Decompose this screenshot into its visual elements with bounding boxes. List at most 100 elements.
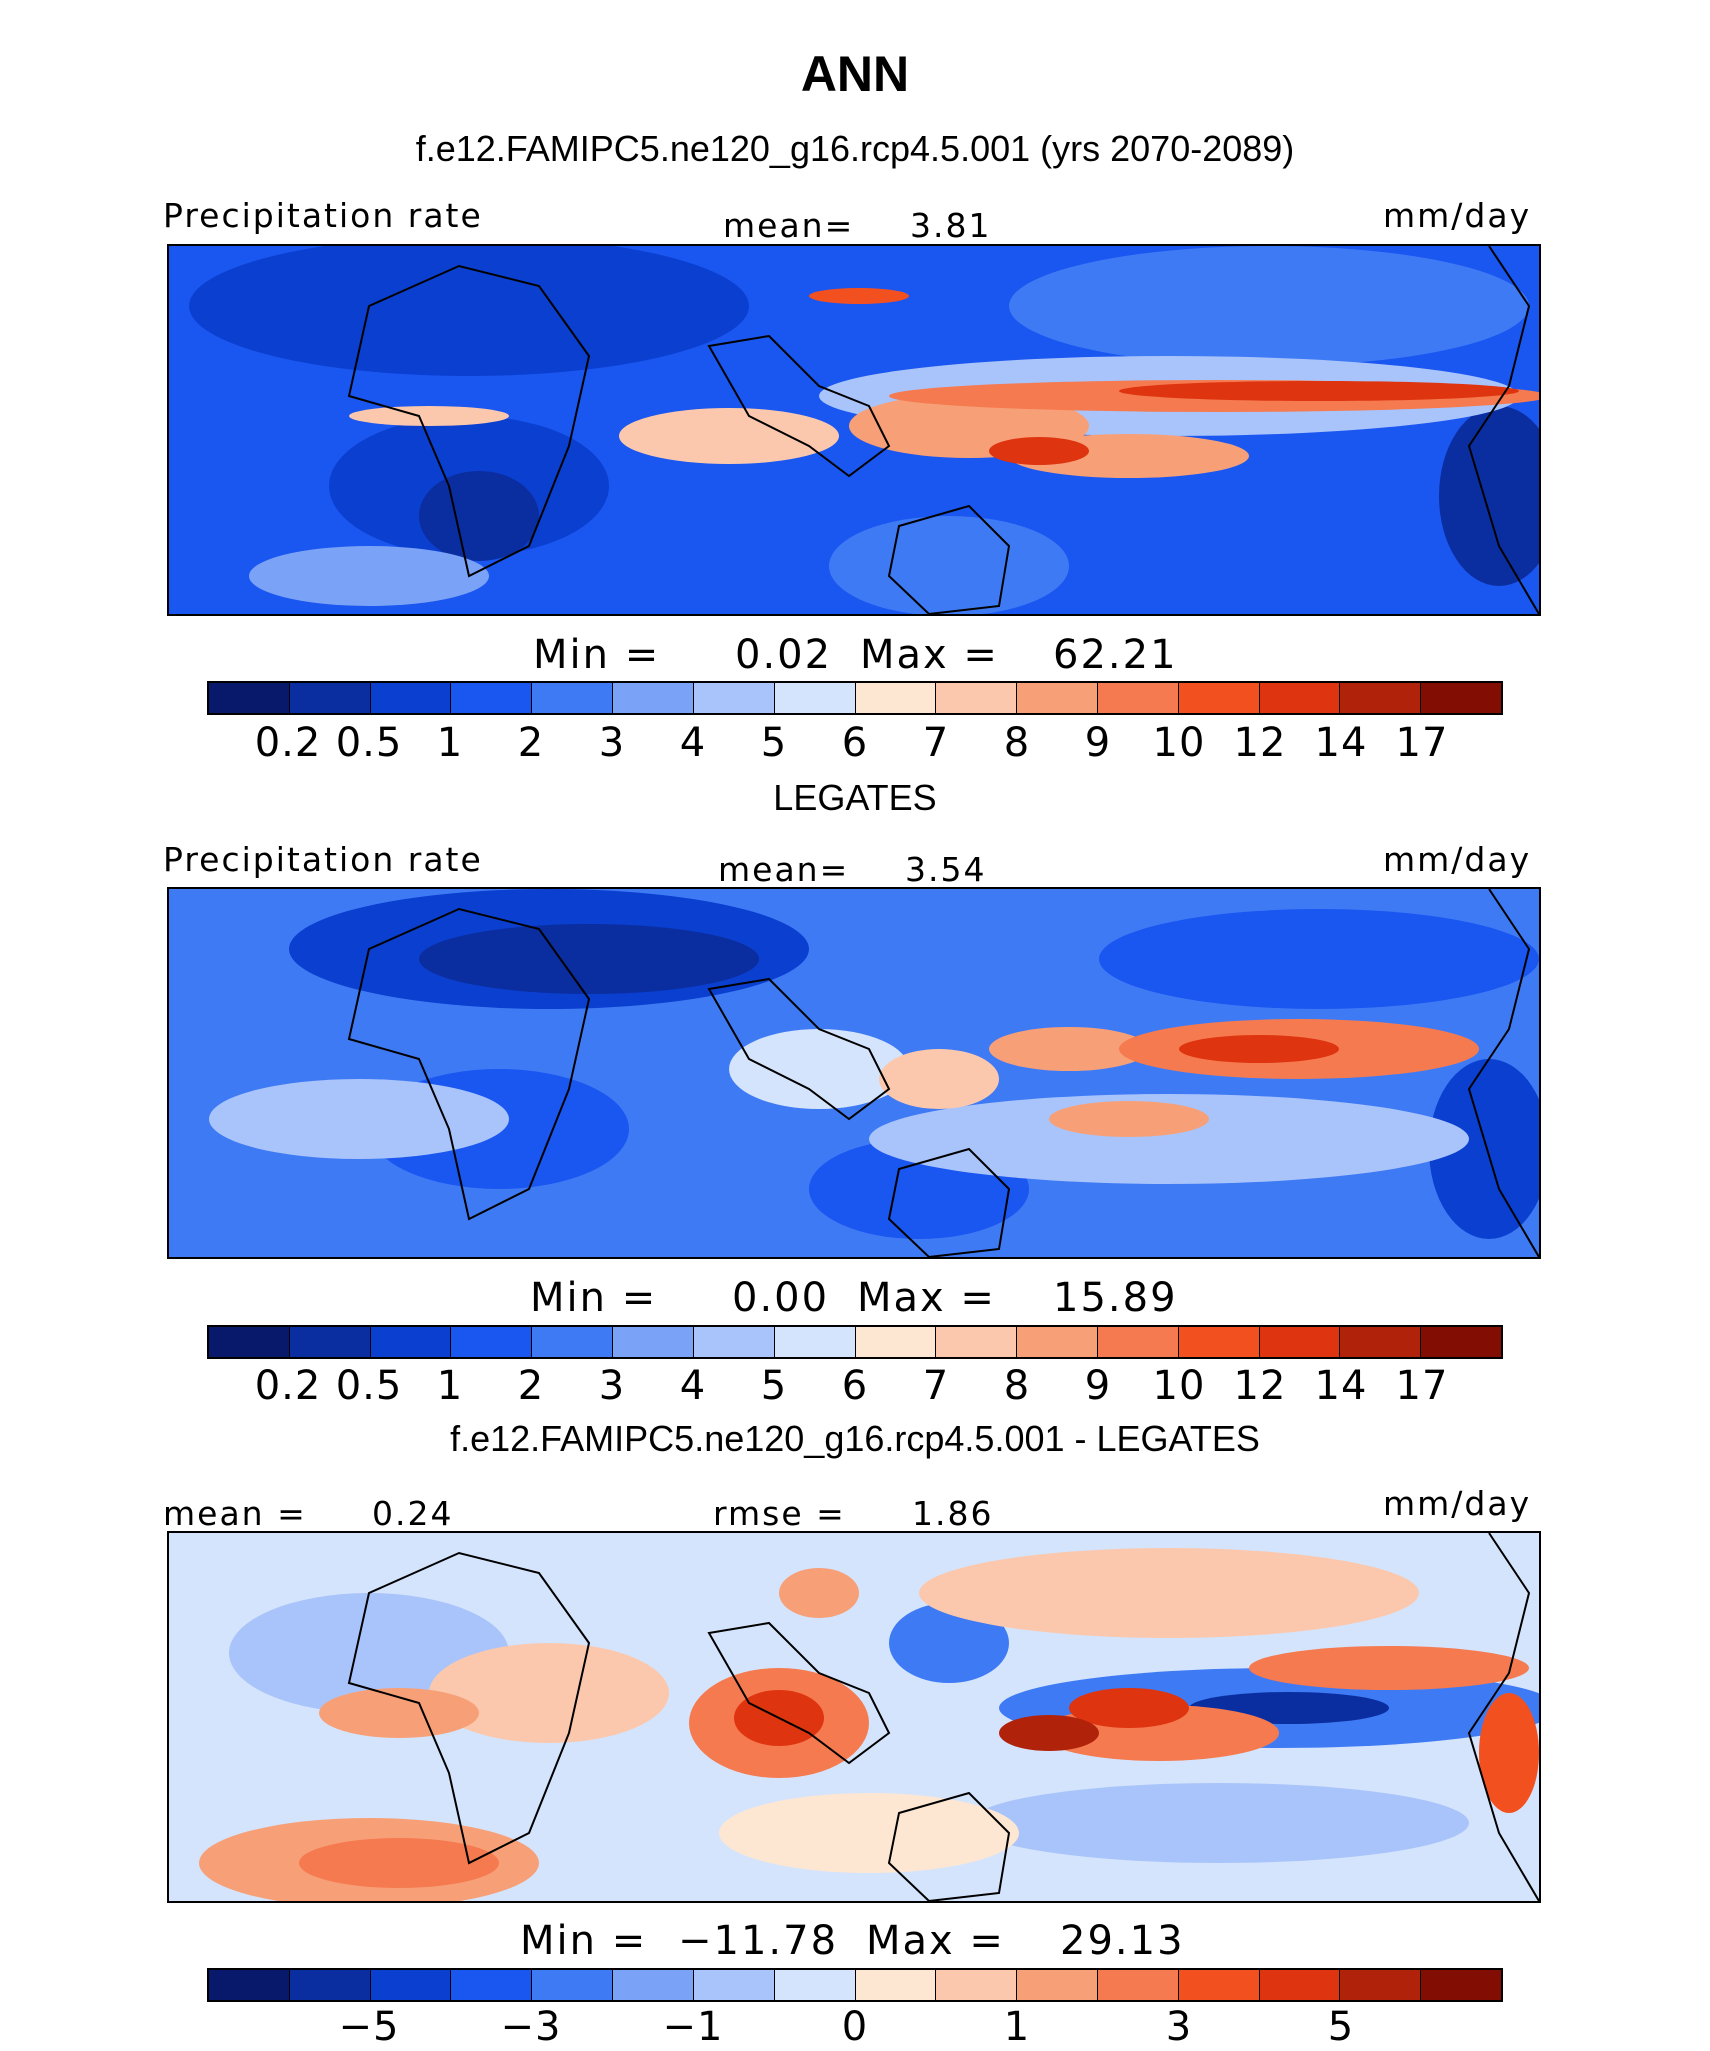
colorbar-tick-label: 5 (760, 720, 788, 766)
colorbar-cell (1259, 683, 1341, 713)
panel1-map-svg (169, 246, 1539, 614)
colorbar-cell (1017, 1970, 1098, 2000)
colorbar-tick-label: 14 (1314, 720, 1368, 766)
colorbar-cell (209, 1327, 290, 1357)
colorbar-tick-label: 17 (1395, 1363, 1449, 1409)
colorbar-cell (613, 1327, 694, 1357)
colorbar-cell (855, 683, 937, 713)
panel3-colorbar (207, 1968, 1503, 2002)
panel1-max-value: 62.21 (1053, 632, 1178, 678)
colorbar-cell (1259, 1970, 1341, 2000)
panel2-map-svg (169, 889, 1539, 1257)
panel2-case-title: LEGATES (773, 777, 937, 818)
colorbar-cell (936, 1970, 1018, 2000)
colorbar-tick-label: 5 (760, 1363, 788, 1409)
colorbar-cell (532, 683, 614, 713)
colorbar-cell (1178, 1327, 1260, 1357)
colorbar-tick-label: 6 (841, 720, 869, 766)
colorbar-tick-label: 17 (1395, 720, 1449, 766)
panel2-variable-label: Precipitation rate (163, 840, 483, 879)
colorbar-cell (289, 683, 371, 713)
panel3-min-label: Min = (520, 1918, 648, 1964)
colorbar-cell (370, 1970, 452, 2000)
panel3-min-value: −11.78 (678, 1918, 839, 1964)
colorbar-tick-label: 0 (841, 2004, 869, 2050)
panel1-case-title: f.e12.FAMIPC5.ne120_g16.rcp4.5.001 (yrs … (415, 128, 1295, 169)
colorbar-tick-label: 6 (841, 1363, 869, 1409)
colorbar-cell (370, 683, 452, 713)
colorbar-tick-label: 0.5 (335, 720, 403, 766)
colorbar-cell (209, 683, 290, 713)
colorbar-cell (1097, 1327, 1179, 1357)
colorbar-tick-label: −1 (662, 2004, 724, 2050)
panel3-map (167, 1531, 1541, 1903)
colorbar-cell (1259, 1327, 1341, 1357)
panel3-rmse-value: 1.86 (912, 1494, 994, 1533)
colorbar-tick-label: 2 (517, 1363, 545, 1409)
panel1-min-label: Min = (533, 632, 661, 678)
colorbar-cell (613, 1970, 694, 2000)
panel3-mean-value: 0.24 (372, 1494, 454, 1533)
colorbar-tick-label: 12 (1233, 1363, 1287, 1409)
colorbar-cell (209, 1970, 290, 2000)
panel2-mean-label: mean= (718, 850, 850, 889)
colorbar-tick-label: 2 (517, 720, 545, 766)
panel1-colorbar (207, 681, 1503, 715)
panel2-max-value: 15.89 (1053, 1275, 1178, 1321)
colorbar-tick-label: 8 (1003, 1363, 1031, 1409)
colorbar-cell (1017, 1327, 1098, 1357)
colorbar-tick-label: 9 (1084, 1363, 1112, 1409)
panel1-variable-label: Precipitation rate (163, 196, 483, 235)
colorbar-tick-label: 14 (1314, 1363, 1368, 1409)
colorbar-tick-label: 9 (1084, 720, 1112, 766)
colorbar-cell (451, 683, 533, 713)
panel2-max-label: Max = (857, 1275, 996, 1321)
panel1-map (167, 244, 1541, 616)
colorbar-cell (855, 1327, 937, 1357)
panel1-mean-value: 3.81 (910, 206, 992, 245)
colorbar-tick-label: 10 (1152, 1363, 1206, 1409)
colorbar-cell (774, 1327, 856, 1357)
colorbar-cell (289, 1970, 371, 2000)
colorbar-cell (855, 1970, 937, 2000)
colorbar-cell (532, 1970, 614, 2000)
panel2-map (167, 887, 1541, 1259)
colorbar-cell (1421, 683, 1501, 713)
panel1-max-label: Max = (860, 632, 999, 678)
panel2-min-label: Min = (530, 1275, 658, 1321)
colorbar-tick-label: 1 (436, 720, 464, 766)
colorbar-cell (1017, 683, 1098, 713)
colorbar-cell (1421, 1327, 1501, 1357)
colorbar-tick-label: 1 (436, 1363, 464, 1409)
colorbar-tick-label: 8 (1003, 720, 1031, 766)
colorbar-cell (774, 683, 856, 713)
panel3-units-label: mm/day (1383, 1484, 1532, 1523)
colorbar-cell (1097, 683, 1179, 713)
panel2-mean-value: 3.54 (905, 850, 987, 889)
colorbar-cell (1340, 683, 1422, 713)
colorbar-cell (370, 1327, 452, 1357)
figure-title: ANN (800, 46, 910, 102)
colorbar-tick-label: 0.2 (254, 1363, 322, 1409)
panel2-min-value: 0.00 (732, 1275, 830, 1321)
panel3-map-svg (169, 1533, 1539, 1901)
colorbar-tick-label: 0.2 (254, 720, 322, 766)
colorbar-tick-label: 4 (679, 720, 707, 766)
colorbar-cell (1178, 1970, 1260, 2000)
colorbar-cell (693, 1970, 775, 2000)
colorbar-tick-label: 3 (598, 720, 626, 766)
colorbar-cell (532, 1327, 614, 1357)
panel3-max-label: Max = (866, 1918, 1005, 1964)
colorbar-cell (451, 1970, 533, 2000)
colorbar-cell (289, 1327, 371, 1357)
colorbar-tick-label: −3 (500, 2004, 562, 2050)
panel3-mean-label: mean = (163, 1494, 307, 1533)
colorbar-cell (1097, 1970, 1179, 2000)
colorbar-tick-label: 3 (598, 1363, 626, 1409)
colorbar-cell (774, 1970, 856, 2000)
colorbar-tick-label: 12 (1233, 720, 1287, 766)
colorbar-tick-label: −5 (338, 2004, 400, 2050)
panel1-min-value: 0.02 (735, 632, 833, 678)
colorbar-tick-label: 1 (1003, 2004, 1031, 2050)
panel1-mean-label: mean= (723, 206, 855, 245)
